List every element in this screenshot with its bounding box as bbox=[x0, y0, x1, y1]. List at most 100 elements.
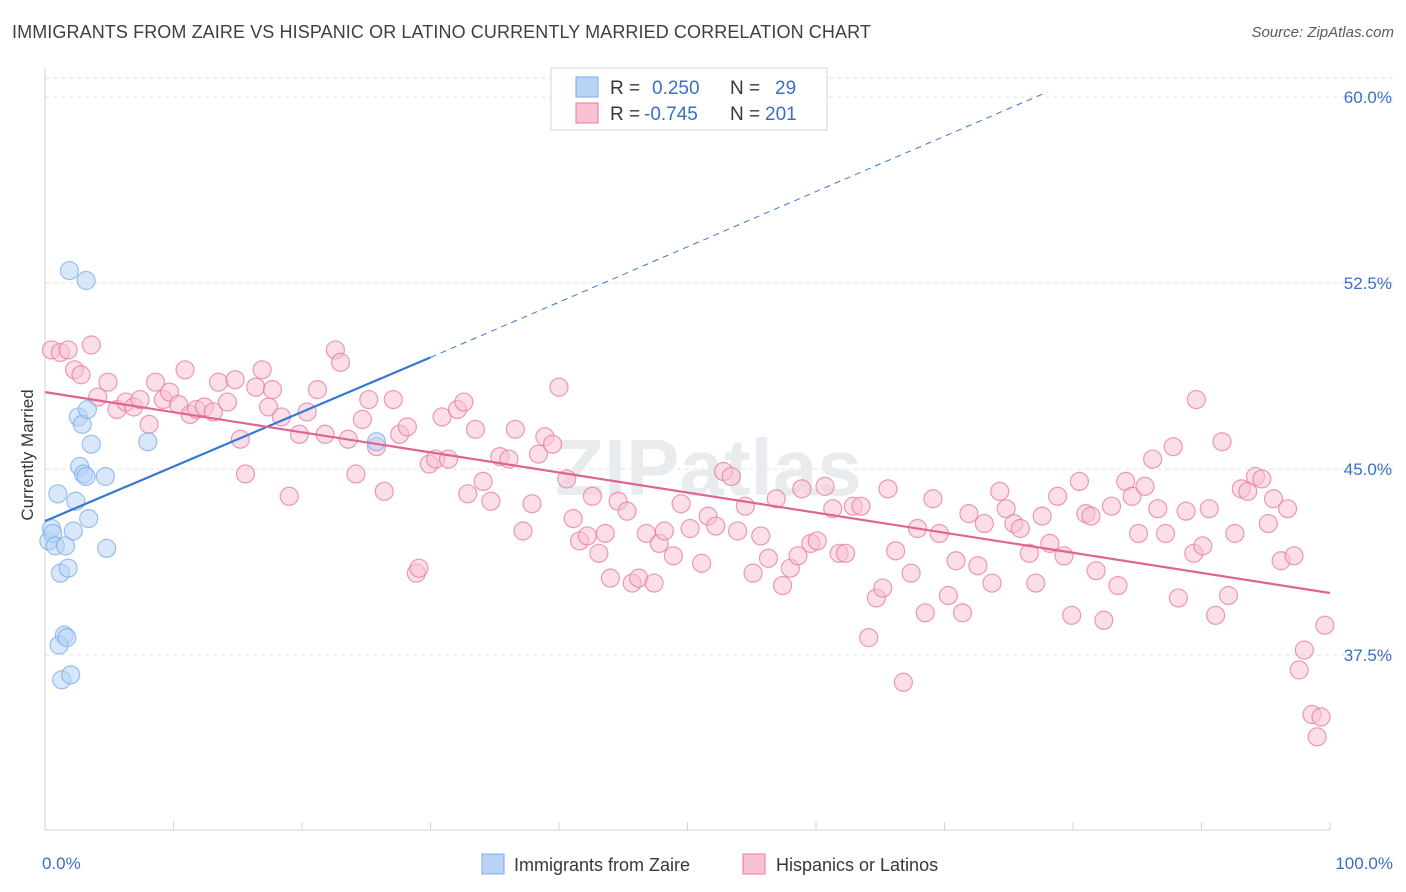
legend-r-value-zaire: 0.250 bbox=[652, 78, 700, 99]
data-point bbox=[432, 407, 452, 427]
data-point bbox=[366, 432, 387, 452]
data-point bbox=[1289, 660, 1309, 680]
data-point bbox=[383, 389, 403, 410]
axes bbox=[44, 68, 1331, 831]
series-immigrants-from-zaire bbox=[39, 261, 387, 690]
data-point bbox=[1284, 546, 1304, 566]
data-point bbox=[1122, 486, 1142, 506]
data-point bbox=[1176, 501, 1196, 521]
data-point bbox=[990, 481, 1010, 501]
data-point bbox=[1086, 561, 1106, 581]
data-point bbox=[1128, 523, 1149, 544]
data-point bbox=[289, 424, 310, 444]
data-point bbox=[952, 603, 973, 623]
data-point bbox=[71, 365, 91, 385]
data-point bbox=[1199, 499, 1219, 519]
data-point bbox=[217, 392, 238, 412]
data-point bbox=[262, 380, 283, 400]
x-tick-label: 0.0% bbox=[42, 854, 81, 873]
data-point bbox=[582, 486, 603, 506]
data-point bbox=[473, 471, 493, 491]
data-point bbox=[76, 466, 96, 487]
legend-r-value-latino: -0.745 bbox=[644, 104, 698, 125]
data-point bbox=[1212, 432, 1232, 452]
data-point bbox=[721, 466, 741, 487]
data-point bbox=[58, 558, 78, 578]
data-point bbox=[996, 499, 1016, 519]
data-point bbox=[409, 558, 429, 578]
data-point bbox=[1218, 585, 1239, 606]
data-point bbox=[203, 402, 223, 422]
data-point bbox=[1148, 499, 1168, 519]
data-point bbox=[680, 518, 700, 539]
y-axis-ticks: 60.0% 52.5% 45.0% 37.5% bbox=[1344, 88, 1392, 665]
legend-n-label-zaire: N = bbox=[730, 78, 760, 99]
data-point bbox=[835, 543, 856, 563]
trendlines bbox=[44, 91, 1331, 595]
data-point bbox=[1094, 610, 1114, 630]
data-point bbox=[1155, 523, 1176, 544]
data-point bbox=[1186, 389, 1206, 410]
data-point bbox=[481, 491, 501, 511]
y-tick-label: 37.5% bbox=[1344, 646, 1392, 665]
grid-lines bbox=[45, 77, 1395, 656]
data-point bbox=[1193, 536, 1213, 556]
data-point bbox=[815, 476, 835, 496]
data-point bbox=[139, 414, 159, 434]
data-point bbox=[208, 372, 229, 392]
data-point bbox=[76, 270, 96, 291]
data-point bbox=[95, 466, 115, 487]
data-point bbox=[55, 536, 76, 556]
data-point bbox=[246, 377, 266, 397]
data-point bbox=[352, 409, 372, 429]
trendline bbox=[44, 356, 431, 523]
data-point bbox=[1062, 605, 1082, 625]
data-point bbox=[1101, 496, 1122, 516]
data-point bbox=[63, 521, 83, 541]
data-point bbox=[663, 546, 683, 566]
data-point bbox=[79, 508, 99, 529]
data-point bbox=[81, 335, 101, 355]
data-point bbox=[1010, 518, 1030, 539]
series-hispanics-or-latinos bbox=[41, 335, 1335, 747]
data-point bbox=[252, 360, 272, 380]
data-point bbox=[1258, 513, 1278, 534]
data-point bbox=[1225, 523, 1245, 544]
data-point bbox=[1143, 449, 1163, 469]
data-point bbox=[1081, 506, 1101, 526]
data-point bbox=[513, 521, 533, 541]
data-point bbox=[758, 548, 779, 568]
data-point bbox=[743, 563, 763, 583]
data-point bbox=[1206, 605, 1226, 625]
data-point bbox=[671, 494, 691, 514]
legend-n-value-zaire: 29 bbox=[775, 78, 796, 99]
data-point bbox=[1311, 707, 1331, 727]
data-point bbox=[654, 521, 674, 541]
legend-swatch-latino bbox=[575, 102, 599, 124]
data-point bbox=[788, 546, 808, 566]
data-point bbox=[1135, 476, 1155, 496]
y-tick-label: 60.0% bbox=[1344, 88, 1392, 107]
legend-n-label-latino: N = bbox=[730, 104, 760, 125]
data-point bbox=[454, 392, 474, 412]
data-point bbox=[1047, 486, 1068, 506]
data-point bbox=[968, 556, 988, 576]
data-point bbox=[901, 563, 921, 583]
y-tick-label: 52.5% bbox=[1344, 274, 1392, 293]
data-point bbox=[1238, 481, 1258, 501]
data-point bbox=[542, 434, 563, 454]
data-point bbox=[878, 479, 898, 499]
data-point bbox=[807, 531, 827, 551]
chart-title: IMMIGRANTS FROM ZAIRE VS HISPANIC OR LAT… bbox=[12, 22, 871, 42]
data-point bbox=[97, 538, 117, 558]
data-point bbox=[1277, 499, 1298, 519]
bottom-legend-label-latino: Hispanics or Latinos bbox=[776, 855, 938, 875]
data-point bbox=[1315, 615, 1335, 635]
data-point bbox=[617, 501, 637, 521]
data-point bbox=[982, 573, 1002, 593]
data-point bbox=[175, 360, 195, 380]
legend-r-label-latino: R = bbox=[610, 104, 640, 125]
data-point bbox=[549, 377, 569, 397]
data-point bbox=[595, 523, 615, 544]
